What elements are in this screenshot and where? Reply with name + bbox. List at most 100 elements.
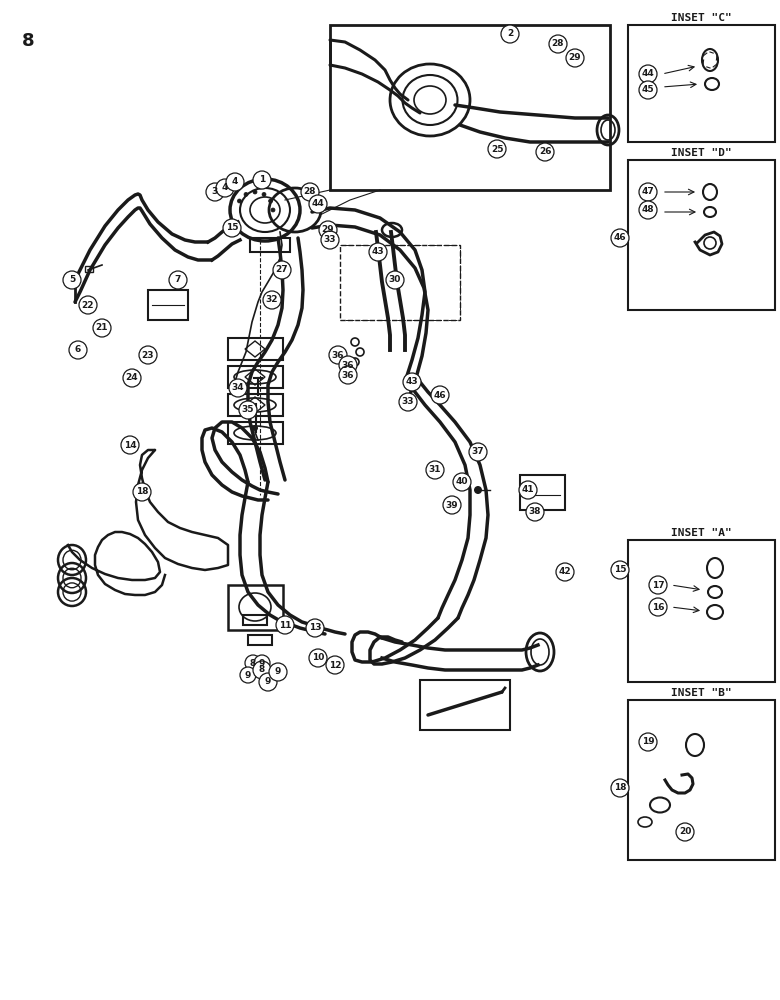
Circle shape	[431, 386, 449, 404]
Circle shape	[309, 195, 327, 213]
Text: 42: 42	[558, 568, 571, 576]
Circle shape	[245, 655, 261, 671]
Circle shape	[121, 436, 139, 454]
Bar	[228, 338, 283, 360]
Text: 18: 18	[614, 784, 626, 792]
Text: 25: 25	[491, 144, 503, 153]
Text: INSET "A": INSET "A"	[671, 528, 732, 538]
Text: 4: 4	[222, 184, 229, 192]
Circle shape	[69, 341, 87, 359]
Text: 7: 7	[175, 275, 181, 284]
Circle shape	[206, 183, 224, 201]
Text: 36: 36	[342, 370, 354, 379]
Circle shape	[273, 261, 291, 279]
Circle shape	[319, 221, 337, 239]
Text: 21: 21	[96, 324, 108, 332]
Circle shape	[321, 231, 339, 249]
Circle shape	[426, 461, 444, 479]
Circle shape	[369, 243, 387, 261]
Circle shape	[79, 296, 97, 314]
Circle shape	[93, 319, 111, 337]
Bar	[228, 585, 283, 630]
Text: 33: 33	[324, 235, 336, 244]
Text: 18: 18	[136, 488, 148, 496]
Text: 9: 9	[259, 658, 265, 668]
Circle shape	[252, 425, 258, 431]
Circle shape	[649, 598, 667, 616]
Circle shape	[399, 393, 417, 411]
Circle shape	[226, 173, 244, 191]
Circle shape	[271, 208, 275, 212]
Circle shape	[123, 369, 141, 387]
Bar	[420, 680, 510, 730]
Circle shape	[268, 199, 272, 203]
Text: 29: 29	[569, 53, 581, 62]
Circle shape	[549, 35, 567, 53]
Circle shape	[326, 656, 344, 674]
Text: 15: 15	[225, 224, 238, 232]
Text: 1: 1	[259, 176, 265, 184]
Text: 24: 24	[126, 373, 138, 382]
Bar	[628, 540, 775, 682]
Circle shape	[216, 179, 234, 197]
Bar	[148, 290, 188, 320]
Circle shape	[519, 481, 537, 499]
Circle shape	[240, 667, 256, 683]
Bar	[243, 615, 267, 625]
Circle shape	[309, 649, 327, 667]
Bar	[228, 366, 283, 388]
Circle shape	[639, 81, 657, 99]
Bar	[340, 245, 460, 320]
Circle shape	[253, 661, 271, 679]
Text: 20: 20	[679, 828, 691, 836]
Circle shape	[139, 346, 157, 364]
Text: 45: 45	[642, 86, 654, 95]
Circle shape	[254, 655, 270, 671]
Text: INSET "B": INSET "B"	[671, 688, 732, 698]
Circle shape	[566, 49, 584, 67]
Bar	[520, 475, 565, 510]
Text: 10: 10	[312, 654, 324, 662]
Circle shape	[63, 271, 81, 289]
Text: 8: 8	[259, 666, 265, 674]
Text: 35: 35	[242, 406, 254, 414]
Circle shape	[639, 65, 657, 83]
Circle shape	[501, 25, 519, 43]
Text: 13: 13	[309, 624, 321, 633]
Text: 44: 44	[312, 200, 324, 209]
Text: INSET "C": INSET "C"	[671, 13, 732, 23]
Text: 36: 36	[332, 351, 344, 360]
Circle shape	[556, 563, 574, 581]
Text: 27: 27	[275, 265, 289, 274]
Text: 28: 28	[551, 39, 564, 48]
Circle shape	[276, 616, 294, 634]
Circle shape	[469, 443, 487, 461]
Text: 31: 31	[429, 466, 441, 475]
Text: 9: 9	[275, 668, 281, 676]
Text: 15: 15	[614, 566, 626, 574]
Text: 37: 37	[472, 448, 484, 456]
Text: 39: 39	[445, 500, 459, 510]
Text: 44: 44	[642, 70, 654, 79]
Text: 17: 17	[651, 580, 665, 589]
Text: 40: 40	[456, 478, 468, 487]
Text: 29: 29	[321, 226, 335, 234]
Bar	[228, 394, 283, 416]
Bar	[628, 160, 775, 310]
Text: 11: 11	[278, 620, 291, 630]
Text: 6: 6	[75, 346, 81, 355]
Text: 28: 28	[303, 188, 316, 196]
Circle shape	[676, 823, 694, 841]
Circle shape	[474, 486, 482, 494]
Text: 38: 38	[529, 508, 541, 516]
Circle shape	[239, 401, 257, 419]
Text: INSET "D": INSET "D"	[671, 148, 732, 158]
Circle shape	[259, 673, 277, 691]
Bar	[628, 25, 775, 142]
Bar	[250, 238, 290, 252]
Circle shape	[169, 271, 187, 289]
Circle shape	[229, 379, 247, 397]
Text: 22: 22	[82, 300, 94, 310]
Text: 32: 32	[266, 296, 278, 304]
Text: 9: 9	[245, 670, 251, 680]
